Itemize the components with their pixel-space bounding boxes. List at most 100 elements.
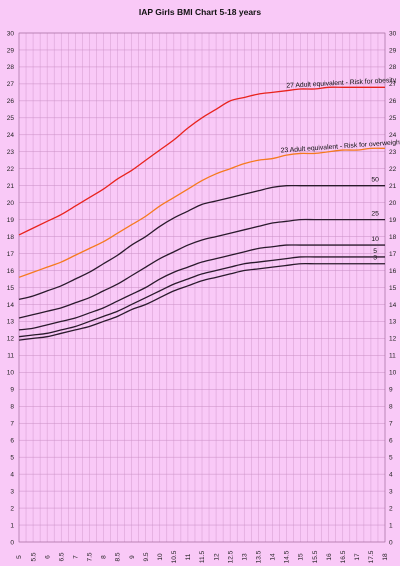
- series-labels: 27 Adult equivalent - Risk for obesity23…: [280, 77, 400, 262]
- y-axis-left: 0123456789101112131415161718192021222324…: [7, 30, 15, 546]
- y-tick-label-right: 3: [389, 488, 393, 495]
- y-tick-label-left: 21: [7, 183, 15, 190]
- y-tick-label-left: 4: [10, 471, 14, 478]
- series-label-4: 10: [371, 236, 379, 243]
- x-tick-label: 13: [241, 553, 248, 561]
- y-tick-label-right: 12: [389, 336, 397, 343]
- y-tick-label-left: 23: [7, 149, 15, 156]
- x-tick-label: 6: [44, 555, 51, 559]
- y-tick-label-right: 8: [389, 404, 393, 411]
- x-tick-label: 12: [213, 553, 220, 561]
- x-tick-label: 18: [382, 553, 389, 561]
- y-tick-label-right: 11: [389, 353, 396, 360]
- y-tick-label-right: 28: [389, 64, 397, 71]
- y-tick-label-left: 1: [10, 522, 14, 529]
- y-tick-label-left: 3: [10, 488, 14, 495]
- x-tick-label: 8: [101, 555, 108, 559]
- grid: [18, 32, 386, 543]
- y-tick-label-left: 9: [10, 387, 14, 394]
- x-tick-label: 14: [270, 553, 277, 561]
- y-tick-label-left: 6: [10, 438, 14, 445]
- series-line-3: [18, 218, 385, 319]
- y-tick-label-right: 16: [389, 268, 397, 275]
- y-tick-label-left: 20: [7, 200, 15, 207]
- y-tick-label-right: 9: [389, 387, 393, 394]
- x-tick-label: 13.5: [256, 550, 263, 563]
- series-line-1: [18, 147, 386, 278]
- y-tick-label-right: 15: [389, 285, 397, 292]
- y-tick-label-left: 26: [7, 98, 15, 105]
- x-axis: 5 5.5 6 6.5 7 7.5 8 8.5 9 9.5 10 10.5 11 11.5 12 12.5 13…: [16, 550, 389, 563]
- y-tick-label-right: 29: [389, 47, 397, 54]
- x-tick-label: 14.5: [284, 550, 291, 563]
- y-tick-label-right: 1: [389, 522, 393, 529]
- y-tick-label-left: 10: [7, 370, 15, 377]
- y-tick-label-right: 25: [389, 115, 397, 122]
- y-axis-right: 0123456789101112131415161718192021222324…: [389, 30, 397, 546]
- series-label-5: 5: [373, 248, 377, 255]
- series-line-5: [18, 256, 385, 338]
- y-tick-label-right: 14: [389, 302, 397, 309]
- y-tick-label-right: 2: [389, 505, 393, 512]
- series-label-1: 23 Adult equivalent - Risk for overweigh…: [280, 139, 400, 154]
- y-tick-label-left: 28: [7, 64, 15, 71]
- y-tick-label-left: 8: [10, 404, 14, 411]
- x-tick-label: 12.5: [227, 550, 234, 563]
- x-tick-label: 7.5: [87, 552, 94, 561]
- y-tick-label-right: 26: [389, 98, 397, 105]
- y-tick-label-right: 24: [389, 132, 397, 139]
- x-tick-label: 5.5: [30, 552, 37, 561]
- y-tick-label-left: 11: [7, 353, 14, 360]
- y-tick-label-right: 6: [389, 438, 393, 445]
- y-tick-label-left: 5: [10, 454, 14, 461]
- y-tick-label-left: 22: [7, 166, 15, 173]
- y-tick-label-right: 18: [389, 234, 397, 241]
- y-tick-label-right: 7: [389, 421, 393, 428]
- y-tick-label-left: 2: [10, 505, 14, 512]
- y-tick-label-left: 29: [7, 47, 15, 54]
- x-tick-label: 7: [73, 555, 80, 559]
- x-tick-label: 5: [16, 555, 23, 559]
- x-tick-label: 9.5: [143, 552, 150, 561]
- chart-title: IAP Girls BMI Chart 5-18 years: [139, 7, 261, 17]
- y-tick-label-right: 21: [389, 183, 397, 190]
- x-tick-label: 6.5: [58, 552, 65, 561]
- y-tick-label-right: 5: [389, 454, 393, 461]
- y-tick-label-right: 17: [389, 251, 397, 258]
- y-tick-label-left: 30: [7, 30, 15, 37]
- x-tick-label: 17: [354, 553, 361, 561]
- y-tick-label-right: 20: [389, 200, 397, 207]
- x-tick-label: 11: [185, 553, 192, 560]
- x-tick-label: 10.5: [171, 550, 178, 563]
- series-line-4: [18, 244, 385, 331]
- x-tick-label: 8.5: [115, 552, 122, 561]
- y-tick-label-right: 22: [389, 166, 397, 173]
- y-tick-label-right: 13: [389, 319, 397, 326]
- y-tick-label-left: 18: [7, 234, 15, 241]
- y-tick-label-left: 13: [7, 319, 15, 326]
- series-line-6: [18, 262, 385, 341]
- series-line-2: [18, 184, 385, 301]
- plot-frame: [18, 32, 386, 543]
- y-tick-label-right: 4: [389, 471, 393, 478]
- y-tick-label-left: 15: [7, 285, 15, 292]
- series-label-3: 25: [371, 211, 379, 218]
- y-tick-label-left: 17: [7, 251, 15, 258]
- x-tick-label: 17.5: [368, 550, 375, 563]
- series-lines: [18, 86, 386, 341]
- series-label-6: 3: [373, 255, 377, 262]
- y-tick-label-right: 23: [389, 149, 397, 156]
- x-tick-label: 9: [129, 555, 136, 559]
- y-tick-label-right: 0: [389, 539, 393, 546]
- y-tick-label-right: 27: [389, 81, 397, 88]
- series-line-0: [18, 86, 385, 236]
- y-tick-label-left: 12: [7, 336, 15, 343]
- y-tick-label-left: 14: [7, 302, 15, 309]
- y-tick-label-left: 0: [10, 539, 14, 546]
- y-tick-label-right: 19: [389, 217, 397, 224]
- x-tick-label: 11.5: [199, 551, 206, 564]
- y-tick-label-left: 19: [7, 217, 15, 224]
- x-tick-label: 10: [157, 553, 164, 561]
- y-tick-label-left: 7: [10, 421, 14, 428]
